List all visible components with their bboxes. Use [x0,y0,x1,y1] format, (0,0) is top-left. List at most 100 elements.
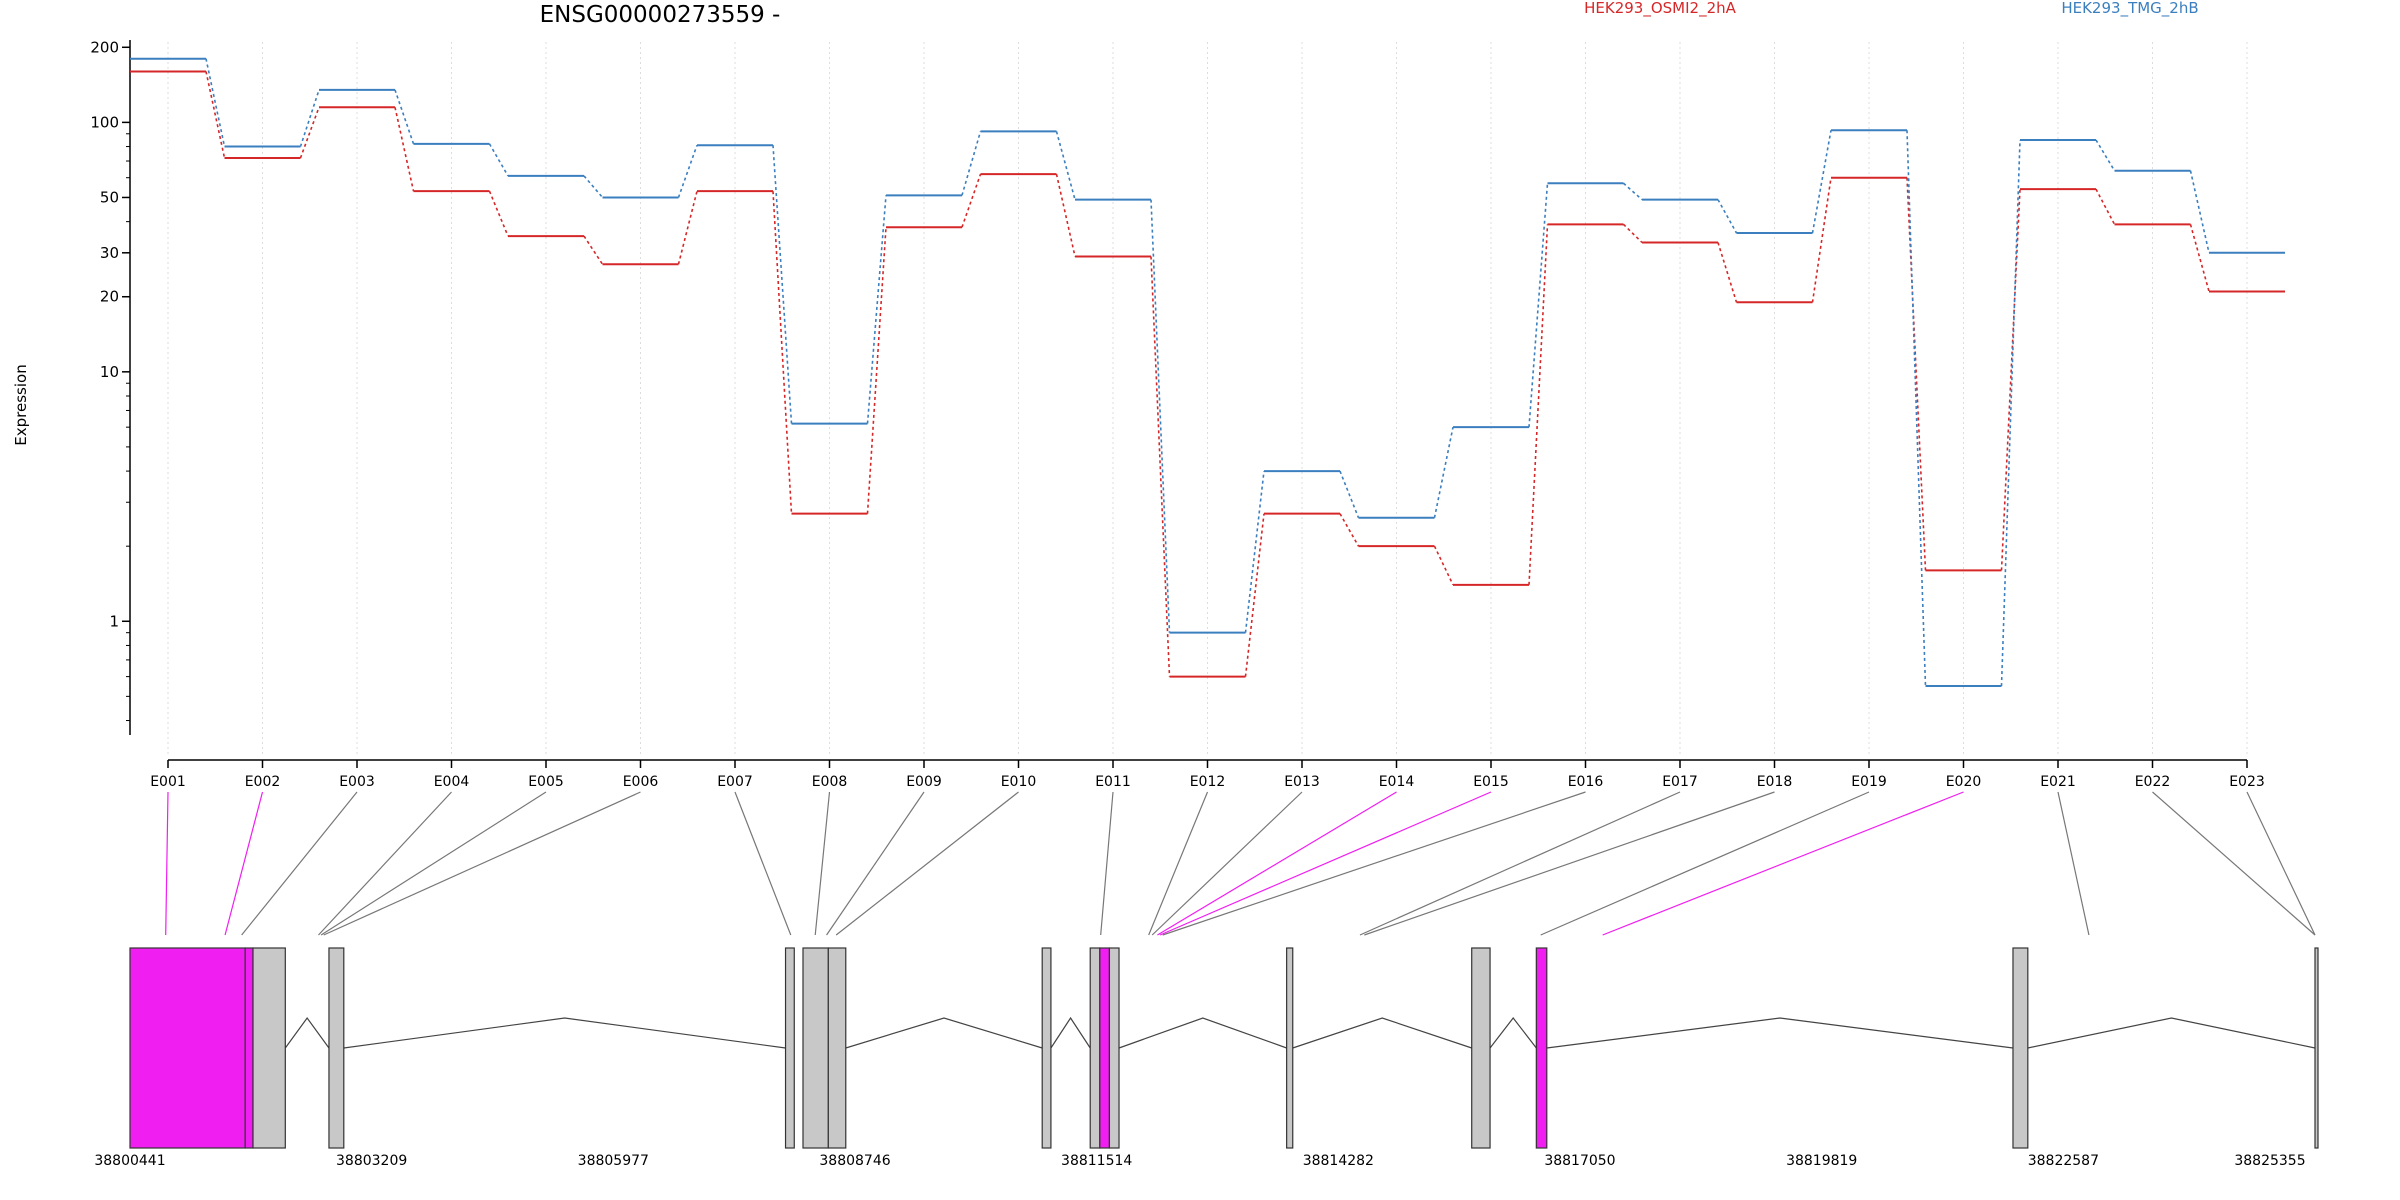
connector-e013 [1151,791,1303,936]
connector-e016 [1162,791,1586,936]
intron-2 [343,1017,786,1049]
chart-title: ENSG00000273559 - [540,2,781,28]
genomic-tick-label-2: 38803209 [336,1153,407,1169]
x-tick-label-e018: E018 [1757,774,1793,790]
connector-e023 [2246,791,2316,936]
series-2-connector [1150,199,1171,633]
connector-e022 [2152,791,2316,936]
exon-block-5 [784,947,795,1149]
series-1-connector [1339,513,1360,547]
x-tick-label-e016: E016 [1568,774,1604,790]
x-tick-label-e014: E014 [1379,774,1415,790]
x-tick-label-e002: E002 [245,774,281,790]
genomic-tick-label-7: 38817050 [1544,1153,1615,1169]
legend-series-1: HEK293_OSMI2_2hA [1584,0,1737,18]
series-2-connector [1055,131,1076,200]
series-1-connector [1055,173,1076,257]
x-tick-label-e005: E005 [528,774,564,790]
genomic-axis: 38800441 38803209 38805977 38808746 38811514… [94,1153,2305,1169]
intron-4 [1050,1016,1091,1049]
x-tick-label-e021: E021 [2040,774,2076,790]
series-2-connector [866,195,887,424]
y-tick-label-50: 50 [100,188,119,206]
y-tick-label-10: 10 [100,363,119,381]
connector-e019 [1540,791,1870,936]
connector-e004 [318,791,452,936]
series-2-connector [772,145,793,424]
genomic-tick-label-8: 38819819 [1786,1153,1857,1169]
y-tick-label-100: 100 [90,113,119,131]
series-1-connector [1717,242,1738,303]
series-1-connector [1244,513,1265,677]
exon-block-4 [328,947,345,1149]
y-tick-label-200: 200 [90,38,119,56]
connector-e021 [2057,791,2090,936]
series-2-connector [583,175,604,198]
x-tick-label-e006: E006 [623,774,659,790]
x-tick-label-e004: E004 [434,774,470,790]
x-tick-label-e015: E015 [1473,774,1509,790]
series-1-connector [205,71,226,159]
genomic-tick-label-3: 38805977 [578,1153,649,1169]
series-2-connector [2189,170,2210,253]
intron-3 [845,1017,1043,1049]
series-1-connector [677,190,698,265]
series-2-connector [677,144,698,198]
exon-block-6 [802,947,829,1149]
genomic-tick-label-4: 38808746 [819,1153,890,1169]
x-tick-label-e009: E009 [906,774,942,790]
series-1-connector [2000,189,2021,571]
y-axis-label: Expression [12,364,30,445]
connector-e003 [241,791,358,936]
x-tick-label-e011: E011 [1095,774,1131,790]
series-2-connector [961,131,982,196]
connector-e010 [835,791,1019,936]
series-1-connector [394,107,415,192]
genomic-tick-label-10: 38825355 [2234,1153,2305,1169]
y-axis: 1 10 20 30 50 100 200 [90,38,131,735]
series-lines [130,57,2285,688]
exon-block-8 [1041,947,1052,1149]
series-1-connector [488,190,509,237]
series-2-connector [1433,427,1454,518]
exon-connectors [165,791,2316,936]
series-2-connector [1244,470,1265,633]
genomic-tick-label-1: 38800441 [94,1153,165,1169]
series-1-connector [866,227,887,514]
intron-5 [1118,1017,1287,1049]
exon-block-16 [2314,947,2319,1149]
connector-e020 [1602,791,1964,936]
series-1-connector [1528,224,1549,585]
connector-e018 [1364,791,1775,936]
series-1-connector [961,173,982,228]
x-tick-label-e007: E007 [717,774,753,790]
gene-model [129,947,2319,1149]
y-tick-label-1: 1 [109,612,119,630]
exon-block-7 [827,947,847,1149]
exon-block-14 [1535,947,1548,1149]
exon-axis: E001 E002 E003 E004 E005 E006 E007 E008 E009 E010… [150,759,2265,790]
connector-e012 [1148,791,1209,936]
connector-e001 [165,791,169,936]
y-tick-label-30: 30 [100,244,119,262]
series-2-connector [394,89,415,145]
legend-series-2: HEK293_TMG_2hB [2061,0,2198,18]
connector-e015 [1159,791,1492,936]
x-tick-label-e003: E003 [339,774,375,790]
series-2-connector [1528,183,1549,428]
series-1-connector [772,191,793,514]
series-1-connector [1433,545,1454,586]
intron-8 [1546,1017,2014,1049]
series-2-connector [1717,199,1738,234]
x-tick-label-e023: E023 [2229,774,2265,790]
intron-1 [284,1016,330,1049]
connector-e002 [224,791,264,936]
series-2-connector [1906,130,1927,687]
exon-block-3 [252,947,286,1149]
connector-e017 [1359,791,1681,936]
x-tick-label-e019: E019 [1851,774,1887,790]
series-1-connector [1622,223,1643,244]
exon-block-15 [2012,947,2029,1149]
genomic-tick-label-6: 38814282 [1303,1153,1374,1169]
